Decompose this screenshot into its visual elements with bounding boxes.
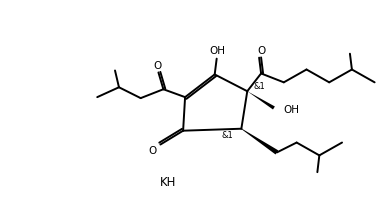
Text: KH: KH	[160, 175, 177, 189]
Text: O: O	[148, 146, 157, 157]
Text: OH: OH	[284, 105, 300, 115]
Polygon shape	[241, 129, 278, 154]
Text: &1: &1	[253, 82, 265, 91]
Polygon shape	[247, 91, 275, 109]
Text: &1: &1	[222, 131, 233, 140]
Text: O: O	[257, 46, 265, 56]
Text: OH: OH	[210, 46, 226, 56]
Text: O: O	[153, 61, 162, 71]
